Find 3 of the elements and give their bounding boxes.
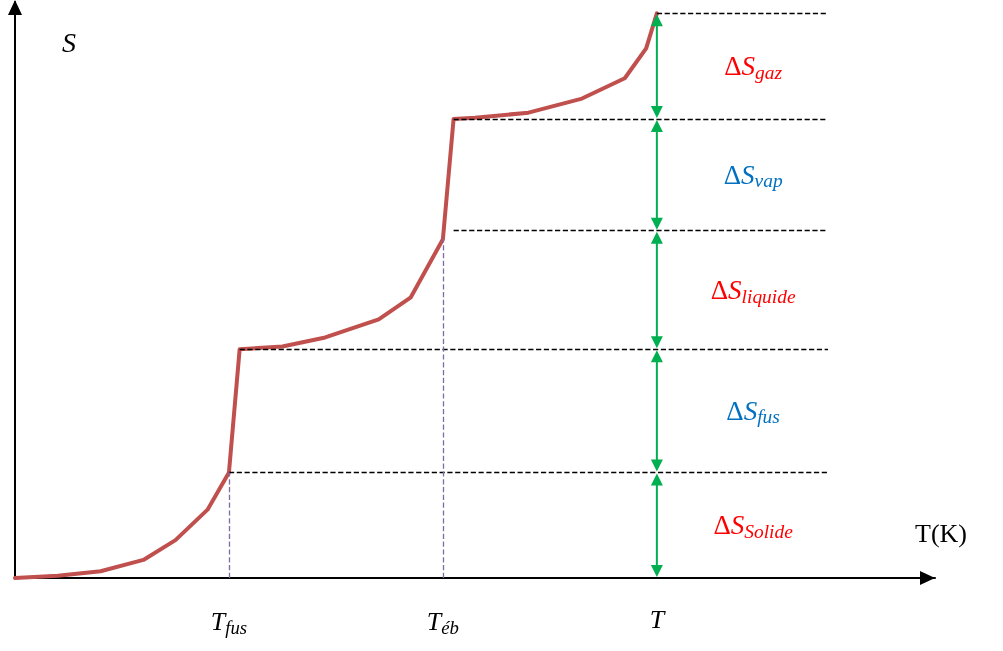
x-tick-label: T <box>649 604 666 634</box>
y-axis-title: S <box>62 26 76 58</box>
x-axis-title: T(K) <box>915 518 967 548</box>
